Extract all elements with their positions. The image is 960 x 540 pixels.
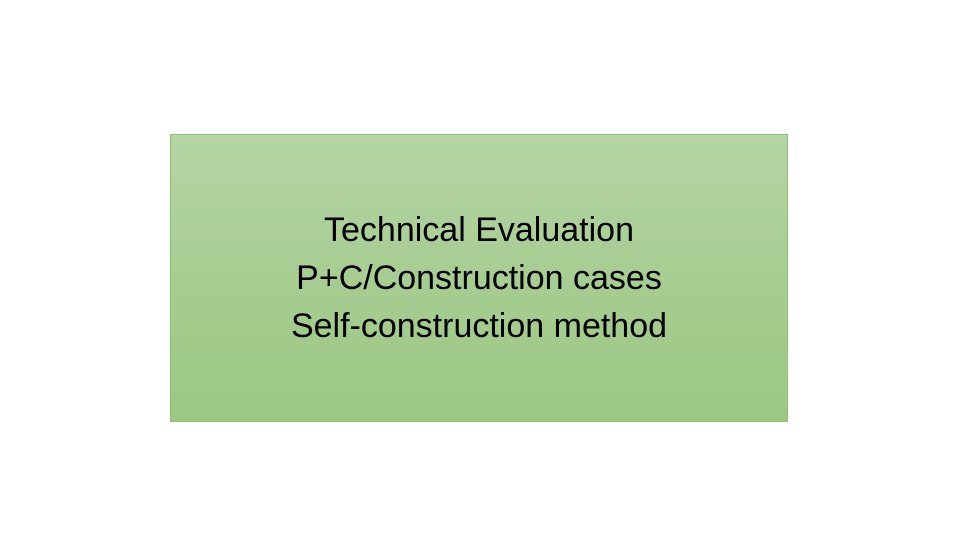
text-line-construction-cases: P+C/Construction cases: [296, 259, 662, 297]
green-text-box: Technical Evaluation P+C/Construction ca…: [170, 134, 788, 422]
text-line-self-construction-method: Self-construction method: [290, 307, 668, 345]
text-line-technical-evaluation: Technical Evaluation: [324, 211, 634, 249]
